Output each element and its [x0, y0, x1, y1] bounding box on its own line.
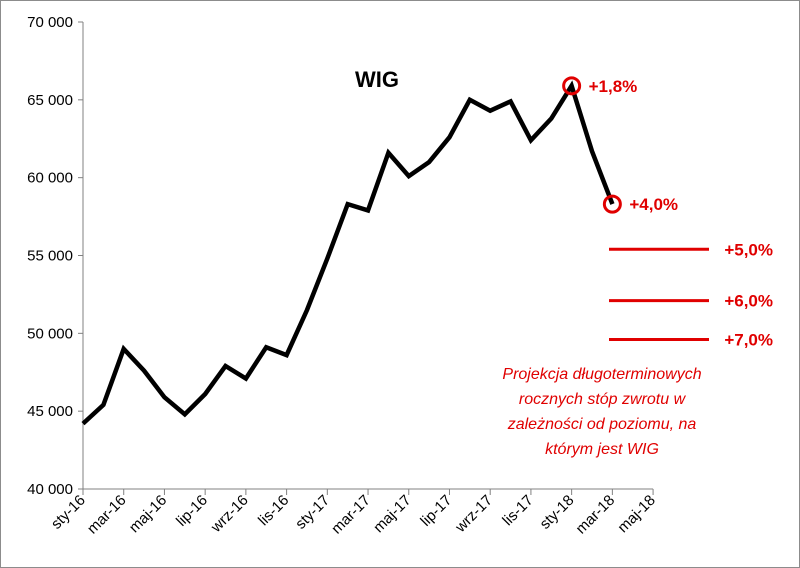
projection-note-line: którym jest WIG — [545, 441, 659, 458]
x-tick-label: lip-17 — [417, 492, 455, 530]
y-tick-label: 45 000 — [27, 403, 73, 420]
chart-title: WIG — [355, 67, 399, 92]
projection-layer: +5,0% +6,0% +7,0% — [609, 240, 773, 350]
y-tick-label: 70 000 — [27, 14, 73, 31]
projection-level-label: +6,0% — [724, 292, 773, 311]
wig-series-line — [81, 80, 615, 426]
y-tick-label: 65 000 — [27, 92, 73, 109]
y-tick-label: 50 000 — [27, 325, 73, 342]
x-tick-label: wrz-16 — [207, 492, 252, 537]
projection-note-line: Projekcja długoterminowych — [502, 366, 701, 383]
x-tick-label: mar-16 — [84, 492, 130, 538]
series-layer — [81, 80, 615, 426]
x-tick-label: mar-17 — [328, 492, 374, 538]
marker-label: +4,0% — [629, 195, 678, 214]
x-tick-label: sty-18 — [537, 492, 578, 533]
x-tick-label: maj-16 — [126, 492, 170, 536]
x-tick-label: wrz-17 — [451, 492, 496, 537]
x-tick-label: maj-17 — [370, 492, 414, 536]
x-tick-label: lis-16 — [255, 492, 292, 529]
x-tick-label: mar-18 — [573, 492, 619, 538]
projection-level-label: +7,0% — [724, 331, 773, 350]
x-tick-label: lis-17 — [499, 492, 536, 529]
x-tick-label: maj-18 — [614, 492, 658, 536]
projection-note-line: rocznych stóp zwrotu w — [519, 391, 687, 408]
projection-level-label: +5,0% — [724, 240, 773, 259]
marker-layer: +1,8% +4,0% — [562, 76, 678, 214]
marker-circle — [562, 76, 582, 96]
x-tick-label: sty-17 — [292, 492, 333, 533]
y-tick-label: 40 000 — [27, 481, 73, 498]
projection-note-line: zależności od poziomu, na — [507, 416, 697, 433]
marker-label: +1,8% — [589, 77, 638, 96]
marker-circle — [602, 194, 622, 214]
y-tick-label: 55 000 — [27, 248, 73, 265]
x-tick-label: lip-16 — [173, 492, 211, 530]
projection-note: Projekcja długoterminowych rocznych stóp … — [502, 366, 701, 458]
y-axis: 40 000 45 000 50 000 55 000 60 000 65 000 70 0… — [27, 14, 84, 498]
y-tick-label: 60 000 — [27, 170, 73, 187]
